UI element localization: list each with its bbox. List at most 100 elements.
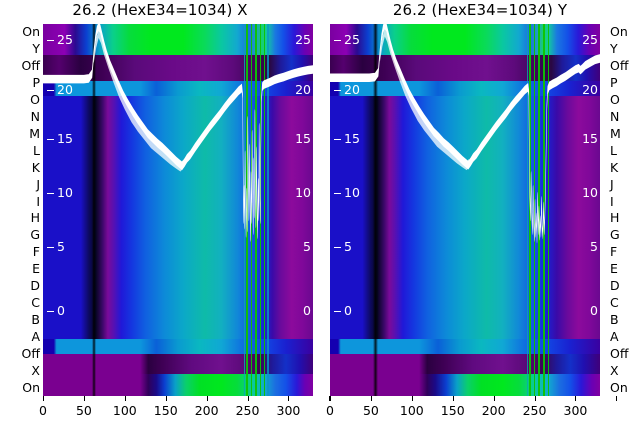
y-category-label-left: Off [21,58,40,74]
y-category-label-left: I [36,193,40,209]
x-tick-mark-left [83,396,85,401]
y-category-label-left: B [31,311,40,327]
x-tick-label-right: 250 [522,403,547,418]
inner-ytick-right: 15 [582,131,598,146]
inner-ytick-left: 25 [47,32,73,47]
heatmap-plot-x[interactable]: 0 5 10 15 20 25 0 5 10 15 20 25 [43,24,313,396]
inner-ytick-right: 20 [295,82,311,97]
inner-ytick-left: 5 [334,239,352,254]
x-tick-label-right: 150 [440,403,465,418]
y-category-label-left: Y [32,41,40,57]
inner-ytick-left: 0 [47,303,65,318]
x-tick-label-left: 100 [112,403,137,418]
y-category-label-left: D [30,278,40,294]
inner-ytick-right: 5 [303,239,311,254]
inner-ytick-right: 5 [590,239,598,254]
y-category-label-right: Off [610,58,629,74]
x-tick-label-right: 50 [362,403,379,418]
y-category-label-right: M [610,125,621,141]
band-on-bottom [330,374,600,396]
dark-column [91,24,96,396]
y-category-label-right: On [610,24,628,40]
inner-ytick-left: 20 [334,82,360,97]
band-off-bottom [43,338,313,354]
x-tick-mark-left [288,396,290,401]
y-category-axis-left: On Y Off P O N M L K J I H G F E D C B A Off X On [2,24,42,396]
x-tick-label-left: 50 [75,403,92,418]
green-stripe [547,24,550,396]
y-category-label-left: Off [21,345,40,361]
x-tick-label-right: 0 [326,403,334,418]
inner-ytick-left: 0 [334,303,352,318]
y-category-label-left: K [31,159,40,175]
y-category-label-left: E [32,261,40,277]
x-tick-mark-left [329,396,331,401]
inner-ytick-left: 10 [334,185,360,200]
teal-stripe [526,24,528,396]
inner-ytick-left: 5 [47,239,65,254]
inner-ytick-left: 25 [334,32,360,47]
x-tick-label-right: 300 [563,403,588,418]
panel-title-x: 26.2 (HexE34=1034) X [72,1,248,19]
inner-ytick-left: 10 [47,185,73,200]
y-category-label-right: Off [610,345,629,361]
x-tick-mark-left [165,396,167,401]
dark-column [373,24,378,396]
band-off-bottom [330,338,600,354]
y-category-label-right: K [610,159,619,175]
inner-ytick-right: 15 [295,131,311,146]
x-tick-mark-right [452,396,454,401]
x-tick-label-left: 200 [194,403,219,418]
y-category-label-left: On [22,24,40,40]
y-category-label-right: X [610,362,619,378]
inner-ytick-right: 0 [590,303,598,318]
inner-ytick-right: 10 [582,185,598,200]
band-on-bottom [43,374,313,396]
x-tick-mark-right [534,396,536,401]
inner-ytick-right: 25 [295,32,311,47]
inner-ytick-right: 25 [582,32,598,47]
y-category-label-right: B [610,311,619,327]
y-category-label-right: On [610,379,628,395]
y-category-label-right: D [610,278,620,294]
panel-x: 26.2 (HexE34=1034) X Dipole [2,1,331,440]
inner-ytick-left: 20 [47,82,73,97]
green-stripe [264,24,266,396]
heatmap-plot-y[interactable]: 0 5 10 15 20 25 0 5 10 15 20 25 [330,24,600,396]
y-category-label-right: G [610,227,620,243]
y-category-label-left: O [30,92,40,108]
teal-stripe [267,24,269,396]
y-category-label-left: G [30,227,40,243]
y-category-axis-right: On Y Off P O N M L K J I H G F E D C B A Off X On [602,24,640,396]
x-tick-mark-right [370,396,372,401]
x-axis-right: 0 50 100 150 200 250 300 [326,396,618,440]
x-tick-mark-right [411,396,413,401]
y-category-label-left: X [31,362,40,378]
x-tick-label-right: 100 [399,403,424,418]
y-category-label-right: A [610,328,619,344]
inner-ytick-left: 15 [47,131,73,146]
x-tick-mark-left [43,396,44,401]
y-category-label-left: J [36,176,40,192]
y-category-label-right: E [610,261,618,277]
x-tick-label-left: 150 [153,403,178,418]
inner-ytick-left: 15 [334,131,360,146]
inner-ytick-right: 10 [295,185,311,200]
panel-title-y: 26.2 (HexE34=1034) Y [392,1,568,19]
y-category-label-right: L [610,142,617,158]
band-off-top [330,81,600,97]
y-category-label-left: P [32,75,40,91]
y-category-label-right: J [610,176,614,192]
x-axis-left: 0 50 100 150 200 250 300 [39,396,331,440]
inner-ytick-right: 0 [303,303,311,318]
beam-trace-y [330,24,600,244]
x-tick-mark-right [616,396,618,401]
y-category-label-right: N [610,109,620,124]
x-tick-mark-left [247,396,249,401]
y-category-label-right: Y [610,41,618,57]
x-tick-mark-right [575,396,577,401]
y-category-label-left: On [22,379,40,395]
x-tick-label-right: 200 [481,403,506,418]
y-category-label-left: L [33,142,40,158]
x-tick-mark-right [330,396,331,401]
